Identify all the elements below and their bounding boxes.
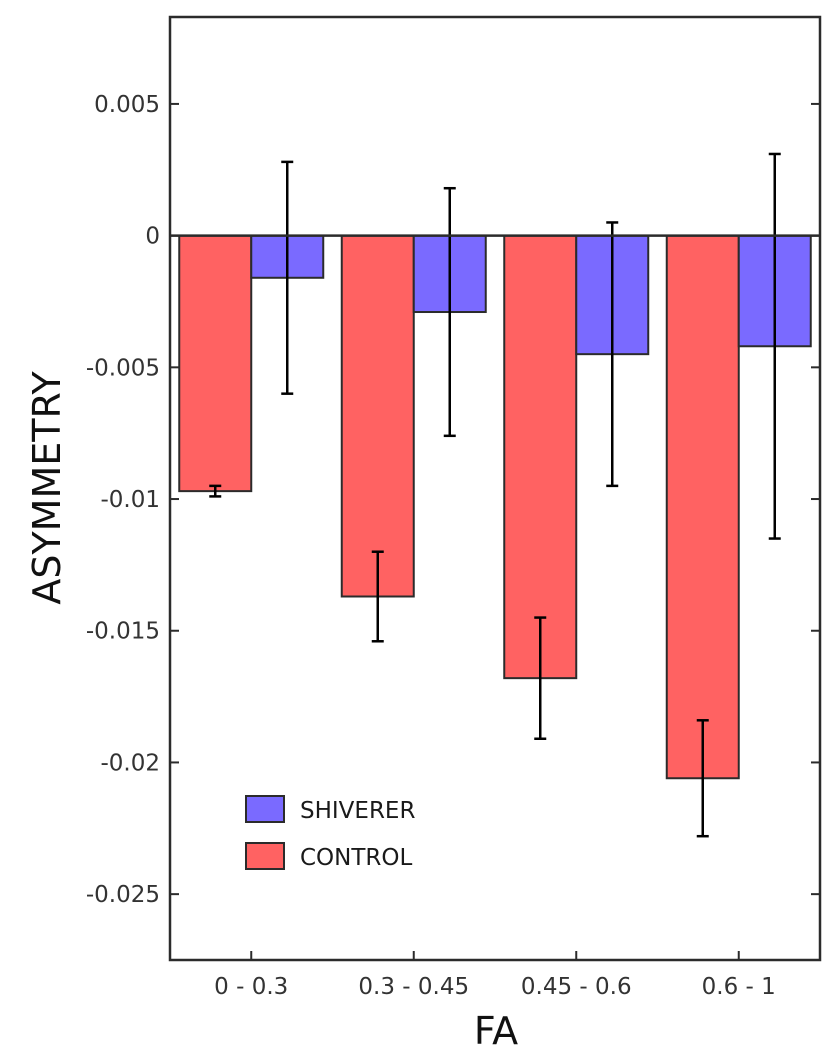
control-bar xyxy=(665,234,740,780)
legend-swatch-control xyxy=(245,842,285,870)
x-tick-label: 0.45 - 0.6 xyxy=(521,974,632,1000)
legend-label-shiverer: SHIVERER xyxy=(300,798,415,824)
shiverer-error-bar xyxy=(443,186,456,438)
control-error-bar xyxy=(209,484,222,498)
x-tick-label: 0.3 - 0.45 xyxy=(358,974,469,1000)
control-bar xyxy=(503,234,578,680)
y-tick-label: -0.02 xyxy=(100,750,160,776)
y-tick-label: -0.005 xyxy=(86,355,160,381)
y-tick-label: 0 xyxy=(145,224,160,250)
x-tick-label: 0 - 0.3 xyxy=(214,974,288,1000)
shiverer-error-bar xyxy=(606,221,619,488)
y-tick-label: 0.005 xyxy=(94,92,160,118)
control-bar xyxy=(178,234,253,493)
legend-label-control: CONTROL xyxy=(300,845,413,871)
axes-frame xyxy=(168,15,822,962)
y-tick-label: -0.025 xyxy=(86,882,160,908)
control-bar xyxy=(340,234,415,598)
legend: SHIVERER CONTROL xyxy=(245,795,415,871)
shiverer-error-bar xyxy=(281,160,294,395)
x-axis-title: FA xyxy=(474,1009,518,1053)
control-error-bar xyxy=(371,550,384,643)
y-axis-ticks: 0.005 0 -0.005 -0.01 -0.015 -0.02 -0.025 xyxy=(86,92,820,908)
legend-swatch-shiverer xyxy=(245,795,285,823)
y-axis-title: ASYMMETRY xyxy=(25,371,69,605)
x-tick-label: 0.6 - 1 xyxy=(702,974,776,1000)
control-error-bar xyxy=(534,616,547,740)
y-tick-label: -0.015 xyxy=(86,619,160,645)
x-axis-ticks: 0 - 0.3 0.3 - 0.45 0.45 - 0.6 0.6 - 1 xyxy=(214,951,776,1000)
shiverer-error-bar xyxy=(768,152,781,540)
y-tick-label: -0.01 xyxy=(100,487,160,513)
plot-area xyxy=(168,15,822,962)
control-error-bar xyxy=(696,719,709,838)
